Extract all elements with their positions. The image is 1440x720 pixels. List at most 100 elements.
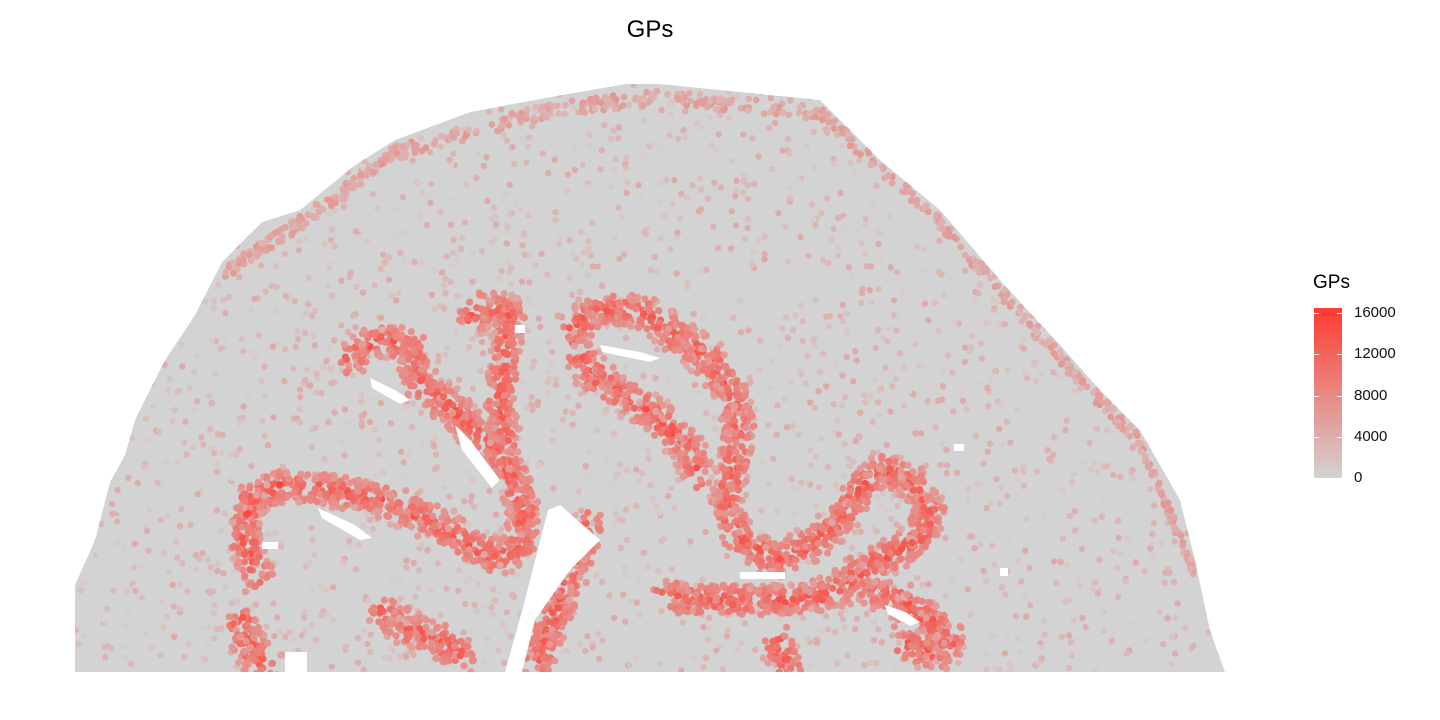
heatmap-spot (346, 537, 353, 545)
heatmap-spot (519, 313, 527, 321)
heatmap-spot (381, 654, 388, 661)
heatmap-spot (624, 179, 631, 186)
heatmap-spot (181, 111, 188, 119)
heatmap-spot (415, 567, 423, 574)
heatmap-spot (559, 416, 567, 423)
heatmap-spot (899, 117, 906, 124)
heatmap-spot (804, 558, 812, 565)
heatmap-spot (761, 233, 768, 240)
heatmap-spot (308, 312, 316, 319)
heatmap-spot (1078, 378, 1086, 386)
heatmap-spot (233, 242, 240, 250)
heatmap-spot (787, 378, 795, 386)
heatmap-spot (807, 447, 814, 454)
heatmap-spot (1102, 234, 1110, 241)
heatmap-spot (1131, 389, 1139, 396)
heatmap-spot (1157, 160, 1165, 168)
heatmap-spot (616, 255, 623, 263)
heatmap-spot (667, 246, 674, 253)
heatmap-spot (288, 118, 295, 125)
heatmap-spot (304, 366, 311, 374)
heatmap-spot (1057, 112, 1064, 119)
heatmap-spot (893, 124, 901, 131)
heatmap-spot (186, 327, 194, 334)
heatmap-spot (476, 325, 484, 333)
heatmap-spot (1110, 471, 1117, 479)
heatmap-spot (502, 498, 510, 506)
heatmap-spot (312, 636, 319, 644)
heatmap-spot (975, 220, 982, 228)
heatmap-spot (152, 518, 159, 525)
heatmap-spot (1077, 340, 1084, 347)
heatmap-spot (786, 195, 794, 202)
heatmap-spot (776, 315, 783, 322)
heatmap-spot (790, 613, 798, 620)
heatmap-spot (97, 318, 104, 325)
heatmap-spot (257, 262, 265, 269)
heatmap-spot (856, 434, 863, 441)
heatmap-spot (942, 592, 949, 599)
heatmap-spot (428, 587, 435, 594)
heatmap-spot (378, 325, 386, 333)
heatmap-spot (90, 216, 97, 224)
heatmap-spot (180, 439, 188, 446)
heatmap-spot (982, 578, 990, 585)
heatmap-spot (214, 567, 221, 575)
heatmap-spot (431, 466, 439, 473)
heatmap-spot (797, 233, 804, 241)
heatmap-spot (258, 570, 266, 578)
heatmap-spot (219, 180, 227, 187)
heatmap-spot (417, 134, 424, 141)
heatmap-spot (1191, 137, 1198, 144)
heatmap-spot (188, 289, 196, 297)
heatmap-spot (428, 398, 436, 406)
heatmap-spot (415, 389, 423, 397)
heatmap-spot (655, 307, 663, 315)
heatmap-spot (723, 639, 731, 646)
heatmap-spot (611, 614, 618, 622)
heatmap-spot (294, 335, 302, 343)
heatmap-spot (400, 257, 408, 264)
heatmap-spot (450, 133, 458, 140)
heatmap-spot (812, 221, 819, 229)
heatmap-spot (366, 418, 374, 426)
heatmap-spot (555, 110, 563, 118)
heatmap-spot (709, 369, 718, 378)
heatmap-spot (815, 388, 822, 395)
heatmap-spot (245, 394, 252, 401)
heatmap-spot (1088, 261, 1096, 268)
heatmap-spot (1154, 564, 1161, 572)
heatmap-spot (208, 337, 215, 345)
heatmap-spot (170, 633, 178, 641)
heatmap-spot (1044, 446, 1051, 454)
heatmap-spot (225, 294, 233, 301)
heatmap-spot (788, 475, 795, 483)
heatmap-spot (931, 299, 939, 306)
heatmap-spot (1160, 286, 1167, 293)
heatmap-spot (87, 160, 94, 168)
heatmap-spot (834, 131, 841, 139)
heatmap-spot (419, 333, 427, 341)
heatmap-spot (565, 655, 573, 663)
heatmap-spot (1144, 229, 1151, 237)
heatmap-spot (1198, 110, 1205, 118)
heatmap-spot (492, 511, 500, 518)
heatmap-spot (582, 463, 589, 470)
heatmap-spot (373, 472, 380, 479)
heatmap-spot (823, 383, 830, 390)
heatmap-spot (673, 270, 680, 277)
heatmap-spot (815, 484, 823, 491)
heatmap-spot (559, 648, 566, 656)
heatmap-spot (1146, 257, 1154, 264)
heatmap-spot (1142, 368, 1150, 375)
heatmap-spot (1137, 448, 1145, 456)
heatmap-spot (353, 566, 360, 573)
heatmap-spot (397, 595, 404, 602)
heatmap-spot (805, 252, 812, 259)
heatmap-spot (566, 237, 573, 244)
heatmap-spot (981, 265, 989, 272)
heatmap-spot (853, 357, 860, 364)
heatmap-spot (1212, 413, 1220, 420)
heatmap-spot (367, 631, 374, 638)
heatmap-spot (201, 656, 209, 663)
